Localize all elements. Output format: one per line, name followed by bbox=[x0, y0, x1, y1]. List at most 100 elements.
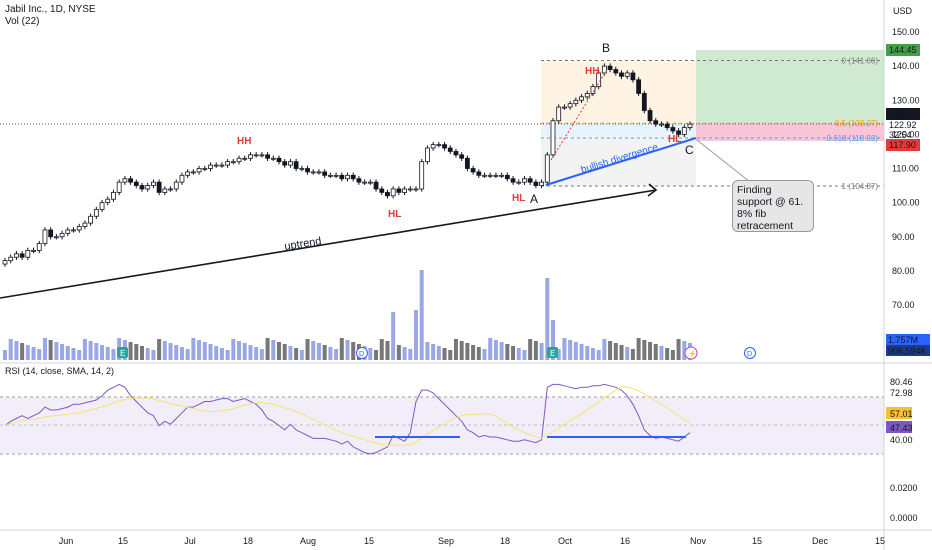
volume-bar bbox=[37, 349, 42, 360]
price-label-box bbox=[886, 44, 920, 56]
volume-bar bbox=[630, 349, 635, 360]
stop-zone bbox=[696, 124, 884, 141]
candle bbox=[242, 157, 248, 160]
volume-bar bbox=[659, 346, 664, 360]
candle bbox=[14, 253, 19, 258]
candle bbox=[151, 181, 156, 186]
candle bbox=[516, 181, 522, 184]
candle bbox=[265, 154, 270, 159]
candle bbox=[2, 260, 8, 265]
candle bbox=[122, 178, 128, 183]
candle bbox=[664, 123, 670, 128]
volume-bar bbox=[465, 343, 470, 360]
rsi-legend[interactable]: RSI (14, close, SMA, 14, 2) bbox=[5, 366, 115, 376]
candle bbox=[327, 174, 333, 177]
candle bbox=[493, 174, 499, 177]
svg-text:E: E bbox=[120, 349, 125, 358]
volume-bar bbox=[471, 345, 476, 360]
svg-text:E: E bbox=[550, 349, 555, 358]
candle bbox=[71, 229, 76, 232]
candle bbox=[65, 229, 71, 234]
candle bbox=[333, 174, 339, 177]
split-marker[interactable]: ⚡ bbox=[684, 346, 698, 360]
volume-bar bbox=[82, 339, 87, 360]
price-tick-label: 120.00 bbox=[892, 129, 920, 139]
target-zone bbox=[696, 50, 884, 124]
price-label: 32:54 bbox=[889, 130, 912, 140]
price-axis[interactable]: 150.00 140.00 130.00 120.00 110.00 100.00 90.0… bbox=[892, 27, 920, 310]
candle bbox=[156, 181, 162, 193]
volume-bar bbox=[596, 350, 601, 360]
candle bbox=[402, 188, 407, 193]
rsi-sma-series bbox=[4, 386, 691, 446]
currency-label[interactable]: USD bbox=[893, 6, 913, 16]
fib-zone-blue bbox=[541, 124, 696, 136]
symbol-title[interactable]: Jabil Inc., 1D, NYSE bbox=[5, 4, 96, 15]
volume-bar bbox=[128, 342, 133, 360]
volume-bar bbox=[516, 348, 521, 360]
earnings-marker-e-2[interactable]: E bbox=[547, 347, 558, 358]
fib-lines: 0 (141.66) 0.5 (123.27) 0.618 (118.93) 1 (1… bbox=[541, 56, 884, 191]
time-axis[interactable]: Jun 15 Jul 18 Aug 15 Sep 18 Oct 16 Nov 15 Dec 15 bbox=[59, 536, 885, 546]
dividend-marker-d-1[interactable]: D bbox=[356, 347, 368, 359]
candle bbox=[288, 161, 293, 166]
price-tick-label: 110.00 bbox=[892, 164, 919, 174]
candle bbox=[93, 209, 99, 217]
volume-bar bbox=[573, 342, 578, 360]
volume-bar bbox=[14, 341, 19, 360]
volume-bar bbox=[590, 348, 595, 360]
price-label: 117.90 bbox=[889, 140, 916, 150]
fib-level-label: 0.618 (118.93) bbox=[827, 134, 879, 143]
candle bbox=[596, 72, 602, 87]
candle bbox=[459, 154, 465, 159]
volume-bar bbox=[374, 350, 379, 360]
candle bbox=[59, 232, 65, 238]
volume-bar bbox=[453, 339, 458, 360]
volume-bar bbox=[145, 348, 150, 360]
candle bbox=[676, 130, 681, 135]
annotation-hl-3: HL bbox=[668, 134, 681, 145]
earnings-marker-e-1[interactable]: E bbox=[117, 347, 128, 358]
volume-bar bbox=[556, 349, 561, 360]
rsi-value-box bbox=[886, 407, 912, 419]
candle bbox=[482, 174, 487, 177]
dividend-marker-d-2[interactable]: D bbox=[744, 347, 756, 359]
volume-bar bbox=[414, 310, 418, 360]
candle bbox=[573, 99, 579, 105]
candle bbox=[230, 161, 236, 164]
volume-label: 906.594K bbox=[888, 346, 927, 356]
candle bbox=[584, 93, 590, 98]
volume-bar bbox=[505, 344, 510, 360]
volume-bar bbox=[162, 341, 167, 360]
candle bbox=[31, 249, 36, 252]
volume-bar bbox=[488, 338, 493, 360]
volume-bar bbox=[619, 345, 624, 360]
volume-bar bbox=[277, 342, 281, 360]
time-tick-label: Aug bbox=[300, 536, 316, 546]
price-tick-label: 70.00 bbox=[892, 300, 915, 310]
candle bbox=[487, 174, 493, 177]
price-label-box bbox=[886, 108, 920, 120]
annotation-uptrend: uptrend bbox=[284, 235, 323, 253]
volume-bar bbox=[579, 344, 584, 360]
volume-legend[interactable]: Vol (22) bbox=[5, 16, 40, 27]
candle bbox=[276, 157, 282, 163]
candle bbox=[253, 154, 259, 157]
volume-label: 1.757M bbox=[888, 335, 918, 345]
volume-bar bbox=[396, 345, 401, 360]
candle bbox=[105, 198, 111, 204]
volume-bar bbox=[493, 340, 498, 360]
candle bbox=[396, 188, 402, 193]
price-tick-label: 90.00 bbox=[892, 232, 915, 242]
candle bbox=[208, 164, 213, 169]
candle bbox=[53, 236, 59, 239]
candle bbox=[659, 123, 664, 126]
support-callout: Finding support @ 61. 8% fib retracement bbox=[732, 180, 814, 232]
candle bbox=[139, 185, 145, 190]
volume-bar bbox=[670, 350, 675, 360]
candle bbox=[88, 215, 94, 224]
candle bbox=[527, 178, 533, 183]
candle bbox=[356, 178, 362, 183]
